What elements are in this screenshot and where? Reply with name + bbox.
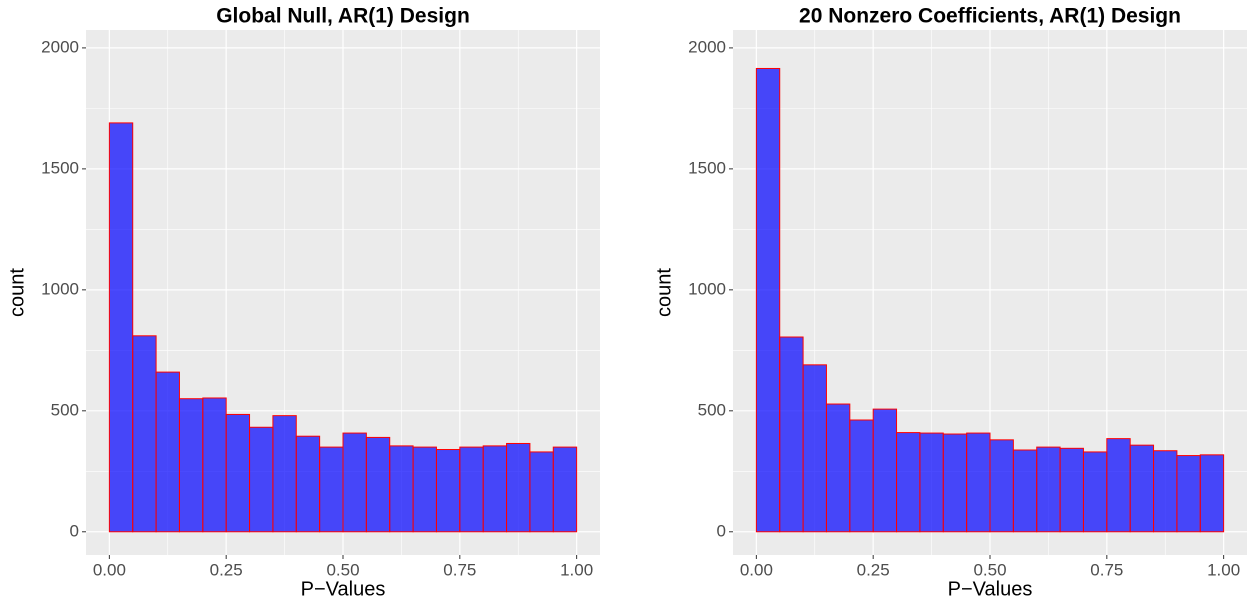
y-axis-title: count <box>653 268 675 317</box>
histogram-bar <box>132 335 157 533</box>
x-tick-label: 0.00 <box>93 560 126 579</box>
histogram-bar <box>342 432 367 533</box>
x-axis-title: P−Values <box>301 578 386 600</box>
histogram-bar <box>802 364 827 533</box>
y-tick-label: 500 <box>51 400 79 419</box>
histogram-bar <box>249 426 274 533</box>
histogram-bar <box>225 413 251 533</box>
histogram-bar <box>202 397 227 533</box>
histogram-bar <box>1129 444 1155 533</box>
histogram-bar <box>849 419 874 533</box>
histogram-bar <box>295 435 321 533</box>
y-tick-label: 1000 <box>41 279 79 298</box>
histogram-bar <box>108 122 134 533</box>
histogram-bar <box>506 442 531 533</box>
y-tick-label: 500 <box>698 400 726 419</box>
histogram-bar <box>435 449 461 533</box>
histogram-bar <box>1036 446 1061 533</box>
histogram-bar <box>412 446 437 533</box>
histogram-bar <box>1153 450 1178 533</box>
histogram-bar <box>272 415 297 533</box>
histogram-bar <box>1012 449 1038 533</box>
y-tick-label: 1500 <box>41 158 79 177</box>
histogram-bar <box>482 445 508 533</box>
chart-title: 20 Nonzero Coefficients, AR(1) Design <box>799 5 1181 28</box>
histogram-bar <box>178 398 204 533</box>
histogram-bar <box>779 336 804 533</box>
histogram-bar <box>896 432 921 533</box>
histogram-bar <box>319 446 344 533</box>
histogram-bar <box>459 446 484 533</box>
histogram-bar <box>1106 438 1131 533</box>
histogram-bar <box>1059 447 1084 533</box>
y-tick-label: 2000 <box>688 37 726 56</box>
x-tick-label: 0.75 <box>1090 560 1123 579</box>
histogram-bar <box>1199 454 1225 533</box>
y-tick-label: 1000 <box>688 279 726 298</box>
histogram-bar <box>872 408 898 533</box>
y-tick-label: 2000 <box>41 37 79 56</box>
histogram-bar <box>755 67 781 533</box>
x-tick-label: 0.25 <box>857 560 890 579</box>
histogram-bar <box>825 403 851 533</box>
histogram-bar <box>529 451 554 533</box>
x-tick-label: 0.50 <box>326 560 359 579</box>
x-axis-title: P−Values <box>948 578 1033 600</box>
y-tick-label: 0 <box>717 521 726 540</box>
histogram-bar <box>365 436 391 533</box>
histogram-bar <box>1082 451 1108 533</box>
histogram-bar <box>966 432 991 533</box>
histogram-bar <box>155 371 180 533</box>
x-tick-label: 0.00 <box>740 560 773 579</box>
y-tick-label: 1500 <box>688 158 726 177</box>
x-tick-label: 1.00 <box>1207 560 1240 579</box>
y-axis-title: count <box>6 268 28 317</box>
x-tick-label: 0.75 <box>443 560 476 579</box>
histogram-bar <box>552 446 578 533</box>
x-tick-label: 1.00 <box>560 560 593 579</box>
x-tick-label: 0.50 <box>973 560 1006 579</box>
x-tick-label: 0.25 <box>210 560 243 579</box>
histogram-bar <box>942 433 968 533</box>
histogram-bar <box>989 439 1014 533</box>
histogram-bar <box>919 432 944 533</box>
y-tick-label: 0 <box>70 521 79 540</box>
chart-title: Global Null, AR(1) Design <box>216 5 470 28</box>
histogram-bar <box>389 445 414 533</box>
histogram-bar <box>1176 455 1201 533</box>
